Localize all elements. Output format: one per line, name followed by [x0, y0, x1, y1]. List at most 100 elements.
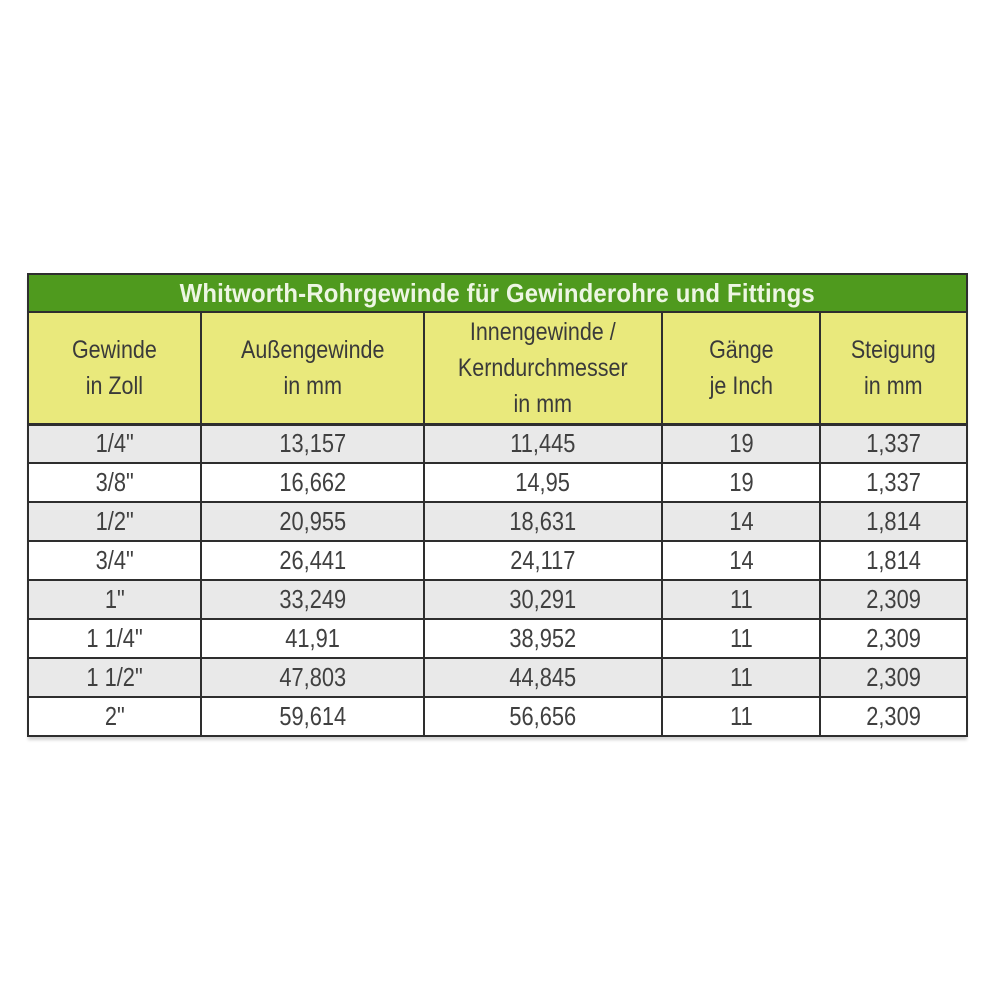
table-cell-value: 41,91 — [285, 623, 340, 653]
table-cell-value: 14 — [728, 506, 754, 536]
column-header-line: Kerndurchmesser — [458, 353, 628, 382]
table-cell: 30,291 — [423, 579, 663, 620]
column-header-line: Steigung — [851, 335, 937, 364]
column-header-line: in Zoll — [85, 371, 144, 400]
table-title: Whitworth-Rohrgewinde für Gewinderohre u… — [27, 273, 968, 313]
table-title-row: Whitworth-Rohrgewinde für Gewinderohre u… — [27, 273, 968, 313]
table-cell: 11,445 — [423, 423, 663, 464]
table-cell-value: 3/4" — [95, 545, 134, 575]
table-cell-value: 20,955 — [279, 506, 346, 536]
table-cell: 11 — [660, 696, 822, 737]
table-cell: 2,309 — [819, 696, 968, 737]
table-row: 1 1/4" 41,91 38,952 11 2,309 — [27, 618, 968, 659]
table-cell: 13,157 — [199, 423, 426, 464]
table-row: 1" 33,249 30,291 11 2,309 — [27, 579, 968, 620]
table-cell: 2,309 — [819, 618, 968, 659]
table-cell-value: 1,337 — [866, 428, 922, 459]
table-cell-value: 14 — [728, 545, 754, 575]
table-cell-value: 24,117 — [510, 545, 576, 575]
column-header-line: Gewinde — [71, 335, 157, 364]
table-cell: 19 — [660, 423, 822, 464]
column-header: Innengewinde / Kerndurchmesser in mm — [423, 311, 663, 426]
column-header: Steigung in mm — [819, 311, 968, 426]
table-cell: 47,803 — [199, 657, 426, 698]
table-row: 1/2" 20,955 18,631 14 1,814 — [27, 501, 968, 542]
table-row: 1/4" 13,157 11,445 19 1,337 — [27, 423, 968, 464]
table-cell: 16,662 — [199, 462, 426, 503]
table-cell: 2,309 — [819, 579, 968, 620]
column-header-line: in mm — [283, 371, 342, 400]
table-cell-value: 2,309 — [866, 701, 922, 731]
table-cell-value: 1 1/4" — [86, 623, 143, 653]
table-cell-value: 11 — [729, 701, 753, 731]
column-header-line: in mm — [513, 389, 573, 418]
table-cell-value: 13,157 — [279, 428, 346, 459]
table-cell: 1,337 — [819, 423, 968, 464]
whitworth-thread-table: Whitworth-Rohrgewinde für Gewinderohre u… — [27, 273, 968, 737]
table-cell: 3/4" — [27, 540, 202, 581]
table-cell-value: 1/4" — [95, 428, 134, 459]
column-header-line: Gänge — [708, 335, 774, 364]
table-cell: 11 — [660, 618, 822, 659]
table-cell-value: 1/2" — [95, 506, 134, 536]
table-cell: 1 1/4" — [27, 618, 202, 659]
table-cell-value: 1,814 — [866, 545, 922, 575]
table-cell-value: 2,309 — [866, 623, 922, 653]
table-cell-value: 2,309 — [866, 584, 922, 614]
table-cell: 19 — [660, 462, 822, 503]
table-cell: 33,249 — [199, 579, 426, 620]
table-cell-value: 1" — [104, 584, 125, 614]
table-cell: 20,955 — [199, 501, 426, 542]
table-cell-value: 1,814 — [866, 506, 922, 536]
table-row: 2" 59,614 56,656 11 2,309 — [27, 696, 968, 737]
table-cell-value: 1 1/2" — [86, 662, 143, 692]
table-cell: 1/2" — [27, 501, 202, 542]
table-row: 3/4" 26,441 24,117 14 1,814 — [27, 540, 968, 581]
table-cell-value: 11 — [729, 584, 753, 614]
column-header: Gänge je Inch — [660, 311, 822, 426]
column-header-line: in mm — [864, 371, 924, 400]
table-cell: 56,656 — [423, 696, 663, 737]
table-cell: 18,631 — [423, 501, 663, 542]
table-title-text: Whitworth-Rohrgewinde für Gewinderohre u… — [179, 277, 816, 308]
table-cell: 24,117 — [423, 540, 663, 581]
table-cell: 3/8" — [27, 462, 202, 503]
table-cell: 26,441 — [199, 540, 426, 581]
table-cell: 1,814 — [819, 501, 968, 542]
column-header-line: Außengewinde — [240, 335, 385, 364]
table-cell: 38,952 — [423, 618, 663, 659]
table-cell: 59,614 — [199, 696, 426, 737]
table-cell-value: 33,249 — [279, 584, 346, 614]
table-cell: 1,814 — [819, 540, 968, 581]
table-cell-value: 30,291 — [509, 584, 577, 614]
column-header-line: je Inch — [709, 371, 773, 400]
table-cell-value: 16,662 — [279, 467, 346, 497]
table-cell: 1" — [27, 579, 202, 620]
table-cell: 14 — [660, 501, 822, 542]
table-cell-value: 47,803 — [279, 662, 346, 692]
column-header-row: Gewinde in Zoll Außengewinde in mm Innengewi… — [27, 311, 968, 426]
table-row: 3/8" 16,662 14,95 19 1,337 — [27, 462, 968, 503]
column-header-line: Innengewinde / — [470, 317, 616, 346]
column-header: Außengewinde in mm — [199, 311, 426, 426]
table-cell-value: 44,845 — [509, 662, 577, 692]
table-cell: 1 1/2" — [27, 657, 202, 698]
table-cell-value: 18,631 — [509, 506, 577, 536]
table-cell-value: 38,952 — [509, 623, 577, 653]
table-cell-value: 2" — [104, 701, 125, 731]
table-cell-value: 14,95 — [515, 467, 571, 497]
table-cell-value: 1,337 — [866, 467, 922, 497]
table-cell: 14,95 — [423, 462, 663, 503]
table-cell: 44,845 — [423, 657, 663, 698]
table-cell-value: 11 — [729, 662, 753, 692]
table-cell-value: 26,441 — [279, 545, 346, 575]
table-cell: 1/4" — [27, 423, 202, 464]
table-cell: 2" — [27, 696, 202, 737]
table-cell: 1,337 — [819, 462, 968, 503]
table-cell-value: 2,309 — [866, 662, 922, 692]
table-cell: 2,309 — [819, 657, 968, 698]
table-cell-value: 11,445 — [510, 428, 576, 459]
column-header: Gewinde in Zoll — [27, 311, 202, 426]
table-cell-value: 19 — [728, 467, 754, 497]
